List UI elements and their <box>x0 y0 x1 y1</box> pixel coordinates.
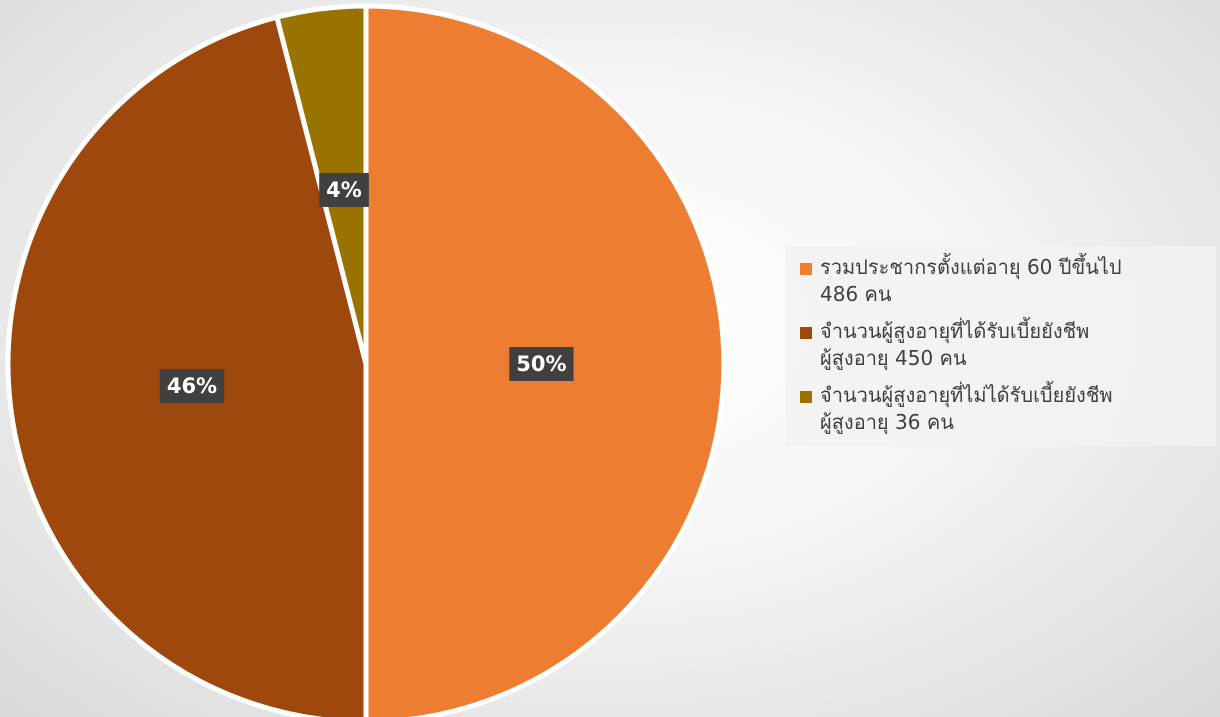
data-label: 4% <box>319 172 369 207</box>
legend-text: จำนวนผู้สูงอายุที่ไม่ได้รับเบี้ยยังชีพ ผ… <box>820 383 1113 434</box>
data-label: 46% <box>159 368 225 403</box>
legend-item: รวมประชากรตั้งแต่อายุ 60 ปีขึ้นไป 486 คน <box>786 254 1216 308</box>
legend-text: รวมประชากรตั้งแต่อายุ 60 ปีขึ้นไป 486 คน <box>820 255 1122 306</box>
data-label: 50% <box>509 347 574 381</box>
legend-swatch <box>800 391 812 403</box>
data-label-text: 50% <box>516 352 566 376</box>
pie-slice <box>5 14 369 717</box>
legend-item: จำนวนผู้สูงอายุที่ไม่ได้รับเบี้ยยังชีพ ผ… <box>786 382 1216 436</box>
data-label-box <box>509 347 574 381</box>
legend: รวมประชากรตั้งแต่อายุ 60 ปีขึ้นไป 486 คน… <box>786 246 1216 446</box>
legend-swatch <box>800 263 812 275</box>
data-label-text: 46% <box>167 374 217 398</box>
data-label-box <box>159 368 225 403</box>
legend-item: จำนวนผู้สูงอายุที่ได้รับเบี้ยยังชีพ ผู้ส… <box>786 318 1216 372</box>
data-label-box <box>319 172 369 207</box>
legend-swatch <box>800 327 812 339</box>
data-label-text: 4% <box>326 178 362 202</box>
legend-text: จำนวนผู้สูงอายุที่ได้รับเบี้ยยังชีพ ผู้ส… <box>820 319 1090 370</box>
